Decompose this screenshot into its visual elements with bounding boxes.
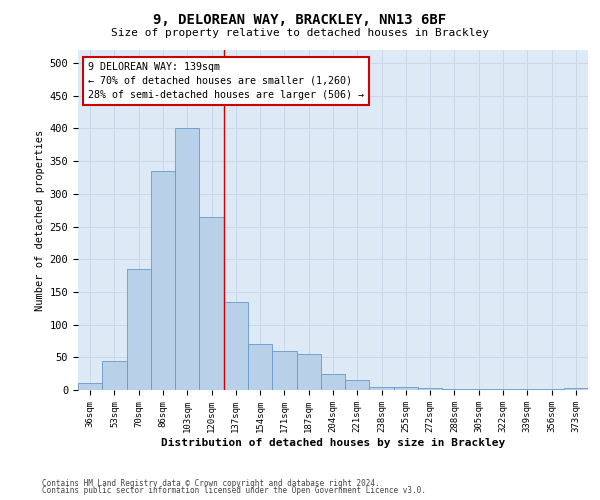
- Y-axis label: Number of detached properties: Number of detached properties: [35, 130, 46, 310]
- X-axis label: Distribution of detached houses by size in Brackley: Distribution of detached houses by size …: [161, 438, 505, 448]
- Bar: [248, 344, 272, 390]
- Text: Contains HM Land Registry data © Crown copyright and database right 2024.: Contains HM Land Registry data © Crown c…: [42, 478, 380, 488]
- Bar: [321, 374, 345, 390]
- Bar: [78, 384, 102, 390]
- Bar: [199, 216, 224, 390]
- Bar: [127, 269, 151, 390]
- Bar: [345, 380, 370, 390]
- Bar: [151, 171, 175, 390]
- Bar: [175, 128, 199, 390]
- Bar: [418, 388, 442, 390]
- Text: Contains public sector information licensed under the Open Government Licence v3: Contains public sector information licen…: [42, 486, 426, 495]
- Text: 9 DELOREAN WAY: 139sqm
← 70% of detached houses are smaller (1,260)
28% of semi-: 9 DELOREAN WAY: 139sqm ← 70% of detached…: [88, 62, 364, 100]
- Bar: [370, 386, 394, 390]
- Text: Size of property relative to detached houses in Brackley: Size of property relative to detached ho…: [111, 28, 489, 38]
- Bar: [224, 302, 248, 390]
- Bar: [394, 386, 418, 390]
- Text: 9, DELOREAN WAY, BRACKLEY, NN13 6BF: 9, DELOREAN WAY, BRACKLEY, NN13 6BF: [154, 12, 446, 26]
- Bar: [272, 351, 296, 390]
- Bar: [564, 388, 588, 390]
- Bar: [102, 360, 127, 390]
- Bar: [296, 354, 321, 390]
